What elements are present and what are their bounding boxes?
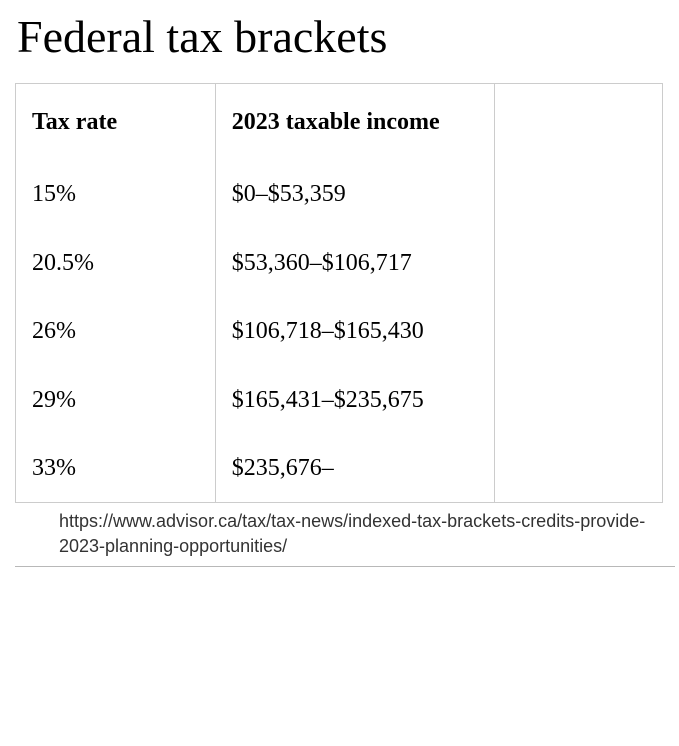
table-row: 20.5% $53,360–$106,717 [16,229,663,297]
source-divider [15,566,675,567]
cell-income: $53,360–$106,717 [215,229,495,297]
table-row: 26% $106,718–$165,430 [16,297,663,365]
source-citation: https://www.advisor.ca/tax/tax-news/inde… [59,509,664,564]
cell-income: $106,718–$165,430 [215,297,495,365]
cell-income: $235,676– [215,434,495,503]
column-header-income: 2023 taxable income [215,84,495,161]
cell-rate: 29% [16,366,216,434]
cell-blank [495,229,663,297]
cell-income: $0–$53,359 [215,160,495,228]
cell-income: $165,431–$235,675 [215,366,495,434]
cell-rate: 20.5% [16,229,216,297]
column-header-blank [495,84,663,161]
column-header-rate: Tax rate [16,84,216,161]
cell-blank [495,297,663,365]
tax-bracket-table: Tax rate 2023 taxable income 15% $0–$53,… [15,83,663,503]
cell-rate: 26% [16,297,216,365]
cell-blank [495,366,663,434]
table-row: 33% $235,676– [16,434,663,503]
table-row: 15% $0–$53,359 [16,160,663,228]
cell-blank [495,160,663,228]
table-row: 29% $165,431–$235,675 [16,366,663,434]
cell-blank [495,434,663,503]
cell-rate: 33% [16,434,216,503]
page-title: Federal tax brackets [17,10,664,63]
table-header-row: Tax rate 2023 taxable income [16,84,663,161]
cell-rate: 15% [16,160,216,228]
